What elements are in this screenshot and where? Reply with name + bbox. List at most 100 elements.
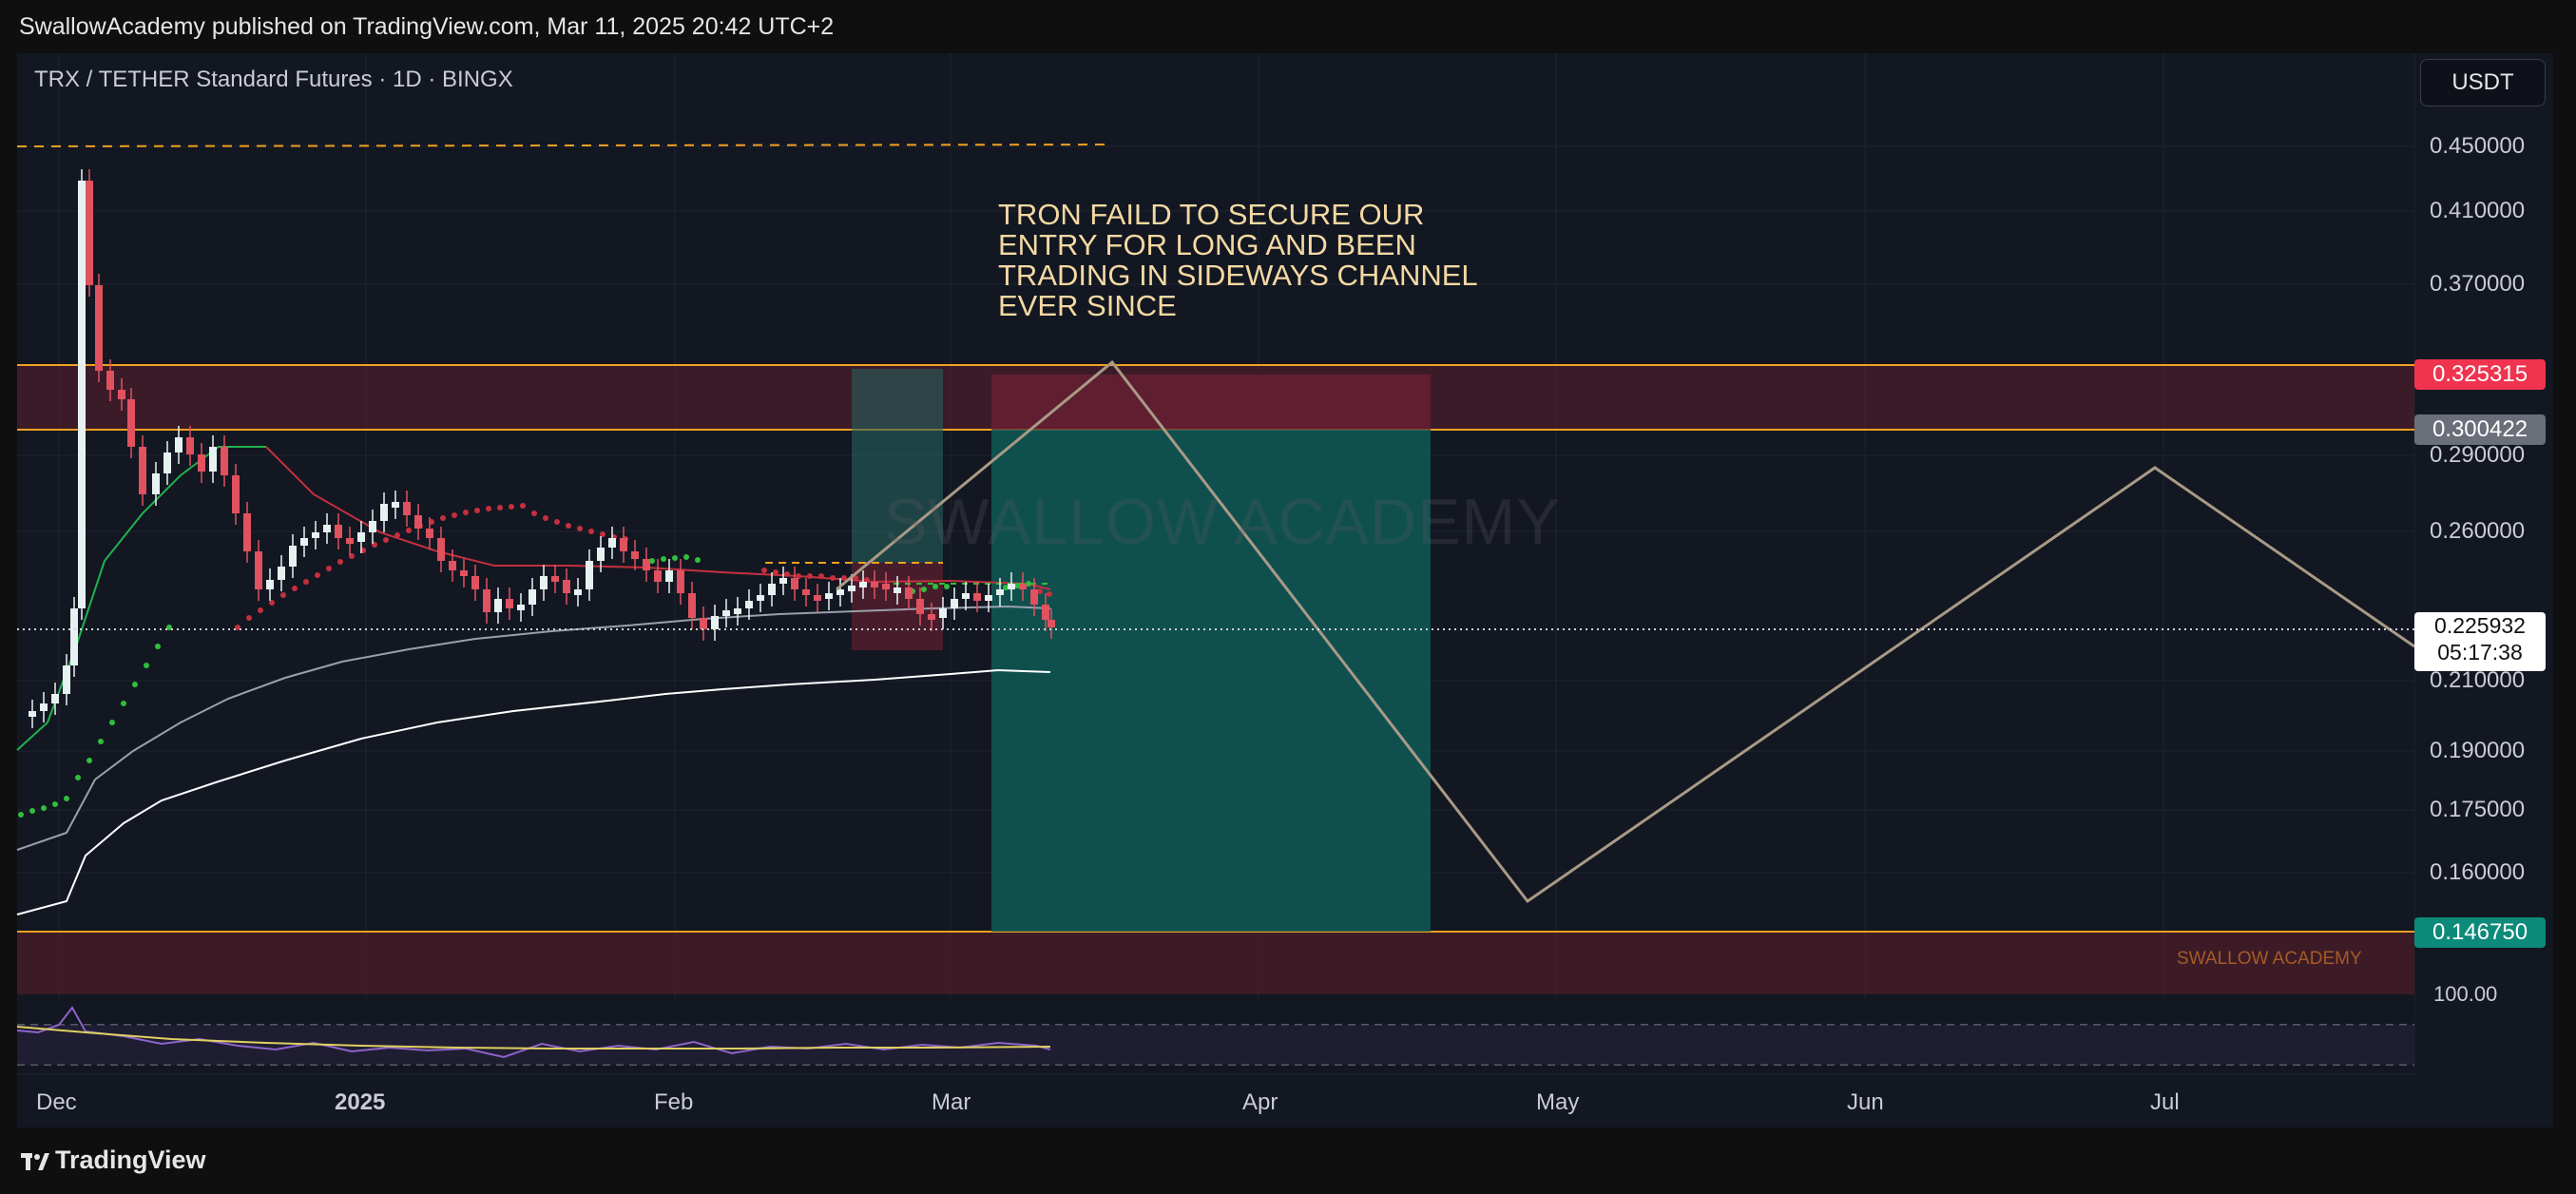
candle-body (700, 618, 707, 629)
candle-body (711, 616, 719, 629)
time-label: Apr (1242, 1089, 1278, 1115)
price-label: 0.370000 (2430, 271, 2526, 297)
time-label: Mar (932, 1089, 971, 1115)
symbol-title[interactable]: TRX / TETHER Standard Futures · 1D · BIN… (34, 67, 513, 92)
time-label: May (1536, 1089, 1580, 1115)
ma-200-line (16, 668, 1051, 915)
publisher-bar: SwallowAcademy published on TradingView.… (0, 0, 2576, 51)
annotation-text[interactable]: TRON FAILD TO SECURE OUR ENTRY FOR LONG … (998, 198, 1477, 322)
vertical-gridlines (58, 53, 2164, 1074)
candle-body (825, 593, 833, 599)
price-label: 0.410000 (2430, 198, 2526, 223)
resistance-bottom-tag: 0.300422 (2414, 414, 2546, 445)
candle-body (848, 586, 855, 591)
candle-body (357, 532, 365, 542)
candle-body (380, 504, 388, 521)
time-label: Dec (36, 1089, 77, 1115)
candle-body (209, 447, 217, 472)
candle-body (175, 437, 183, 453)
time-label: Jun (1847, 1089, 1884, 1115)
bar-countdown: 05:17:38 (2437, 640, 2523, 664)
candle-body (449, 561, 456, 570)
candle-body (335, 525, 342, 538)
candle-body (1019, 584, 1027, 589)
candle-body (722, 610, 730, 616)
candle-body (78, 181, 86, 608)
projection-line (836, 359, 2415, 904)
candle-body (266, 580, 274, 589)
candle-body (734, 608, 741, 614)
candle-body (198, 454, 205, 472)
support-tag: 0.146750 (2414, 917, 2546, 948)
candle-body (63, 665, 70, 694)
candle-body (643, 559, 650, 570)
candlesticks (29, 169, 1055, 728)
candle-body (745, 601, 753, 608)
price-label: 0.175000 (2430, 797, 2526, 822)
price-label: 0.160000 (2430, 859, 2526, 885)
currency-button[interactable]: USDT (2420, 59, 2546, 106)
candle-body (779, 578, 787, 584)
candle-body (255, 551, 262, 589)
candle-body (905, 587, 913, 599)
footer-brand[interactable]: TradingView (55, 1146, 206, 1174)
ma-100-line (16, 605, 1051, 851)
candle-body (529, 589, 536, 605)
candle-body (346, 538, 354, 544)
candle-body (631, 551, 639, 559)
candle-body (688, 593, 696, 618)
candle-body (608, 538, 616, 548)
candle-body (836, 589, 844, 595)
candle-body (221, 447, 228, 475)
candle-body (563, 580, 570, 593)
candle-body (1042, 605, 1049, 620)
candle-body (882, 584, 890, 589)
candle-body (403, 502, 411, 515)
candle-body (757, 595, 764, 601)
candle-body (106, 371, 114, 390)
candle-body (597, 548, 605, 561)
candle-body (471, 576, 479, 589)
candle-body (973, 593, 981, 601)
short-stop-zone (991, 375, 1431, 430)
price-label: 0.260000 (2430, 518, 2526, 544)
candle-body (814, 595, 821, 601)
tradingview-logo-icon[interactable] (19, 1146, 51, 1178)
candle-body (289, 546, 297, 567)
rsi-axis-label: 100.00 (2433, 982, 2498, 1006)
rsi-band-fill (17, 1025, 2414, 1065)
current-price-tag: 0.225932 05:17:38 (2414, 612, 2546, 671)
earlier-loss-box (852, 563, 943, 650)
candle-body (894, 587, 901, 593)
candle-body (871, 582, 878, 587)
candle-body (916, 599, 924, 614)
watermark-corner: SWALLOW ACADEMY (2177, 949, 2362, 969)
candle-body (540, 576, 548, 589)
candle-body (139, 447, 146, 494)
price-label: 0.450000 (2430, 133, 2526, 159)
candle-body (483, 589, 490, 612)
candle-body (665, 570, 673, 582)
earlier-long-box (852, 369, 943, 563)
candle-body (1048, 620, 1055, 627)
candle-body (70, 608, 78, 665)
candle-body (802, 589, 810, 595)
candle-body (40, 703, 48, 711)
price-label: 0.210000 (2430, 667, 2526, 693)
candle-body (186, 437, 194, 454)
candle-body (460, 570, 468, 576)
candle-body (939, 608, 947, 618)
candle-body (928, 614, 935, 620)
candle-body (95, 285, 103, 371)
candle-body (677, 570, 684, 593)
candle-body (791, 578, 798, 589)
candle-body (1030, 589, 1038, 605)
candle-body (574, 589, 582, 595)
candle-body (768, 584, 776, 595)
candle-body (996, 589, 1004, 595)
candle-body (586, 561, 593, 589)
candle-body (1008, 584, 1015, 589)
candle-body (118, 390, 125, 399)
resistance-top-tag: 0.325315 (2414, 359, 2546, 390)
